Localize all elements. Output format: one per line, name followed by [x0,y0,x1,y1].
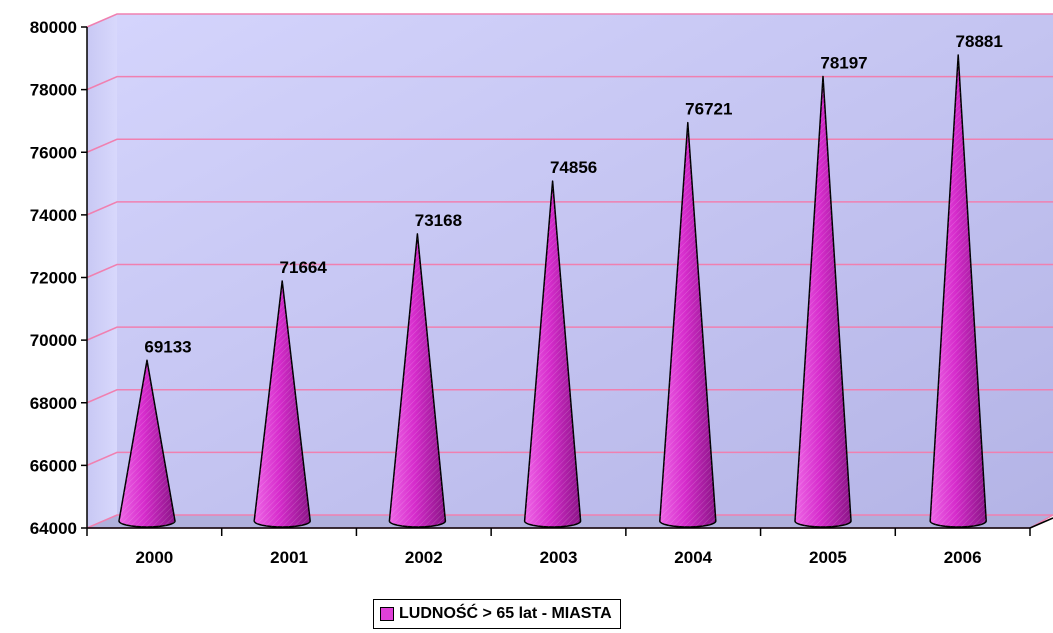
x-tick-label: 2002 [405,548,443,567]
y-tick-label: 70000 [30,331,77,350]
y-tick-label: 72000 [30,269,77,288]
x-tick-label: 2003 [540,548,578,567]
cone-bar [253,280,311,528]
cone-bar [929,54,987,528]
cone-bar [388,233,447,528]
y-tick-label: 78000 [30,81,77,100]
cone-bar [118,359,176,528]
data-label: 73168 [415,211,462,230]
data-label: 78197 [820,53,867,72]
x-tick-label: 2004 [674,548,712,567]
gridline [86,138,1053,153]
data-label: 78881 [956,32,1003,51]
x-axis-depth-line [1029,517,1053,529]
legend-label: LUDNOŚĆ > 65 lat - MIASTA [399,605,612,622]
x-tick-label: 2006 [944,548,982,567]
cone-bar [659,121,717,528]
data-label: 74856 [550,158,597,177]
gridline [86,326,1053,341]
legend: LUDNOŚĆ > 65 lat - MIASTA [373,599,621,629]
y-tick-label: 74000 [30,206,77,225]
gridline [86,75,1053,91]
gridline [86,451,1053,467]
gridline [86,389,1053,404]
y-tick-label: 80000 [30,18,77,37]
data-label: 76721 [685,100,732,119]
x-tick-label: 2000 [135,548,173,567]
gridline [86,201,1053,216]
x-tick-label: 2001 [270,548,308,567]
x-tick-label: 2005 [809,548,847,567]
y-tick-label: 66000 [30,456,77,475]
y-tick-label: 76000 [30,143,77,162]
data-label: 69133 [144,337,191,356]
cone-bar [794,75,852,528]
y-tick-label: 64000 [30,519,77,538]
gridline [86,263,1053,279]
data-label: 71664 [280,258,328,277]
gridline [86,13,1053,28]
cone-bar [523,180,582,528]
y-tick-label: 68000 [30,394,77,413]
legend-swatch [380,607,394,621]
